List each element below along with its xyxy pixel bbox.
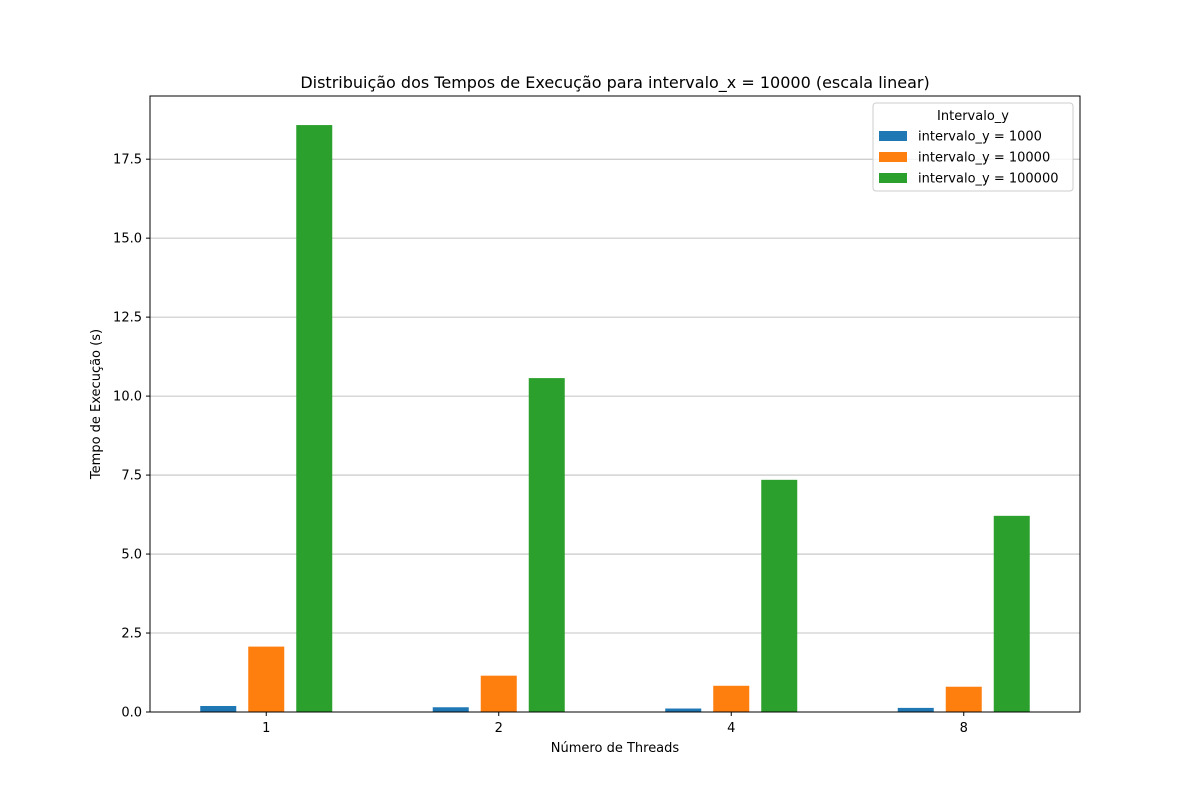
y-tick-label: 7.5 bbox=[121, 469, 142, 484]
y-tick-label: 17.5 bbox=[113, 153, 142, 168]
y-tick-label: 5.0 bbox=[121, 548, 142, 563]
bar bbox=[665, 708, 702, 712]
x-axis-ticks: 1 2 4 8 bbox=[262, 712, 968, 736]
bar bbox=[897, 707, 934, 712]
y-axis-ticks: 0.0 2.5 5.0 7.5 10.0 12.5 15.0 17.5 bbox=[113, 153, 150, 721]
bar bbox=[993, 515, 1030, 712]
y-tick-label: 12.5 bbox=[113, 311, 142, 326]
bar bbox=[761, 479, 798, 712]
bar bbox=[248, 646, 285, 712]
chart-title: Distribuição dos Tempos de Execução para… bbox=[300, 73, 929, 93]
y-tick-label: 0.0 bbox=[121, 706, 142, 721]
legend-title: Intervalo_y bbox=[937, 109, 1009, 124]
y-tick-label: 15.0 bbox=[113, 232, 142, 247]
bar bbox=[432, 707, 469, 712]
legend-label: intervalo_y = 100000 bbox=[918, 172, 1059, 187]
legend-swatch bbox=[879, 173, 907, 183]
y-axis-label: Tempo de Execução (s) bbox=[89, 329, 104, 480]
legend-box bbox=[872, 102, 1074, 192]
legend-swatch bbox=[879, 131, 907, 141]
bar bbox=[945, 686, 982, 712]
bar bbox=[200, 705, 237, 712]
legend-label: intervalo_y = 1000 bbox=[918, 130, 1042, 145]
x-tick-label: 4 bbox=[727, 721, 735, 736]
bar bbox=[296, 125, 333, 712]
x-axis-label: Número de Threads bbox=[551, 741, 680, 756]
legend: Intervalo_y intervalo_y = 1000intervalo_… bbox=[872, 102, 1074, 192]
plot-frame bbox=[149, 95, 1081, 713]
bar bbox=[480, 675, 517, 712]
legend-entries: intervalo_y = 1000 intervalo_y = 10000 int… bbox=[879, 130, 1059, 187]
x-tick-label: 1 bbox=[262, 721, 270, 736]
bar bbox=[713, 685, 750, 712]
bars bbox=[200, 125, 1030, 712]
x-tick-label: 8 bbox=[960, 721, 968, 736]
bar bbox=[528, 378, 565, 712]
x-tick-label: 2 bbox=[495, 721, 503, 736]
legend-swatch bbox=[879, 152, 907, 162]
legend-label: intervalo_y = 10000 bbox=[918, 151, 1050, 166]
y-tick-label: 2.5 bbox=[121, 627, 142, 642]
y-tick-label: 10.0 bbox=[113, 390, 142, 405]
